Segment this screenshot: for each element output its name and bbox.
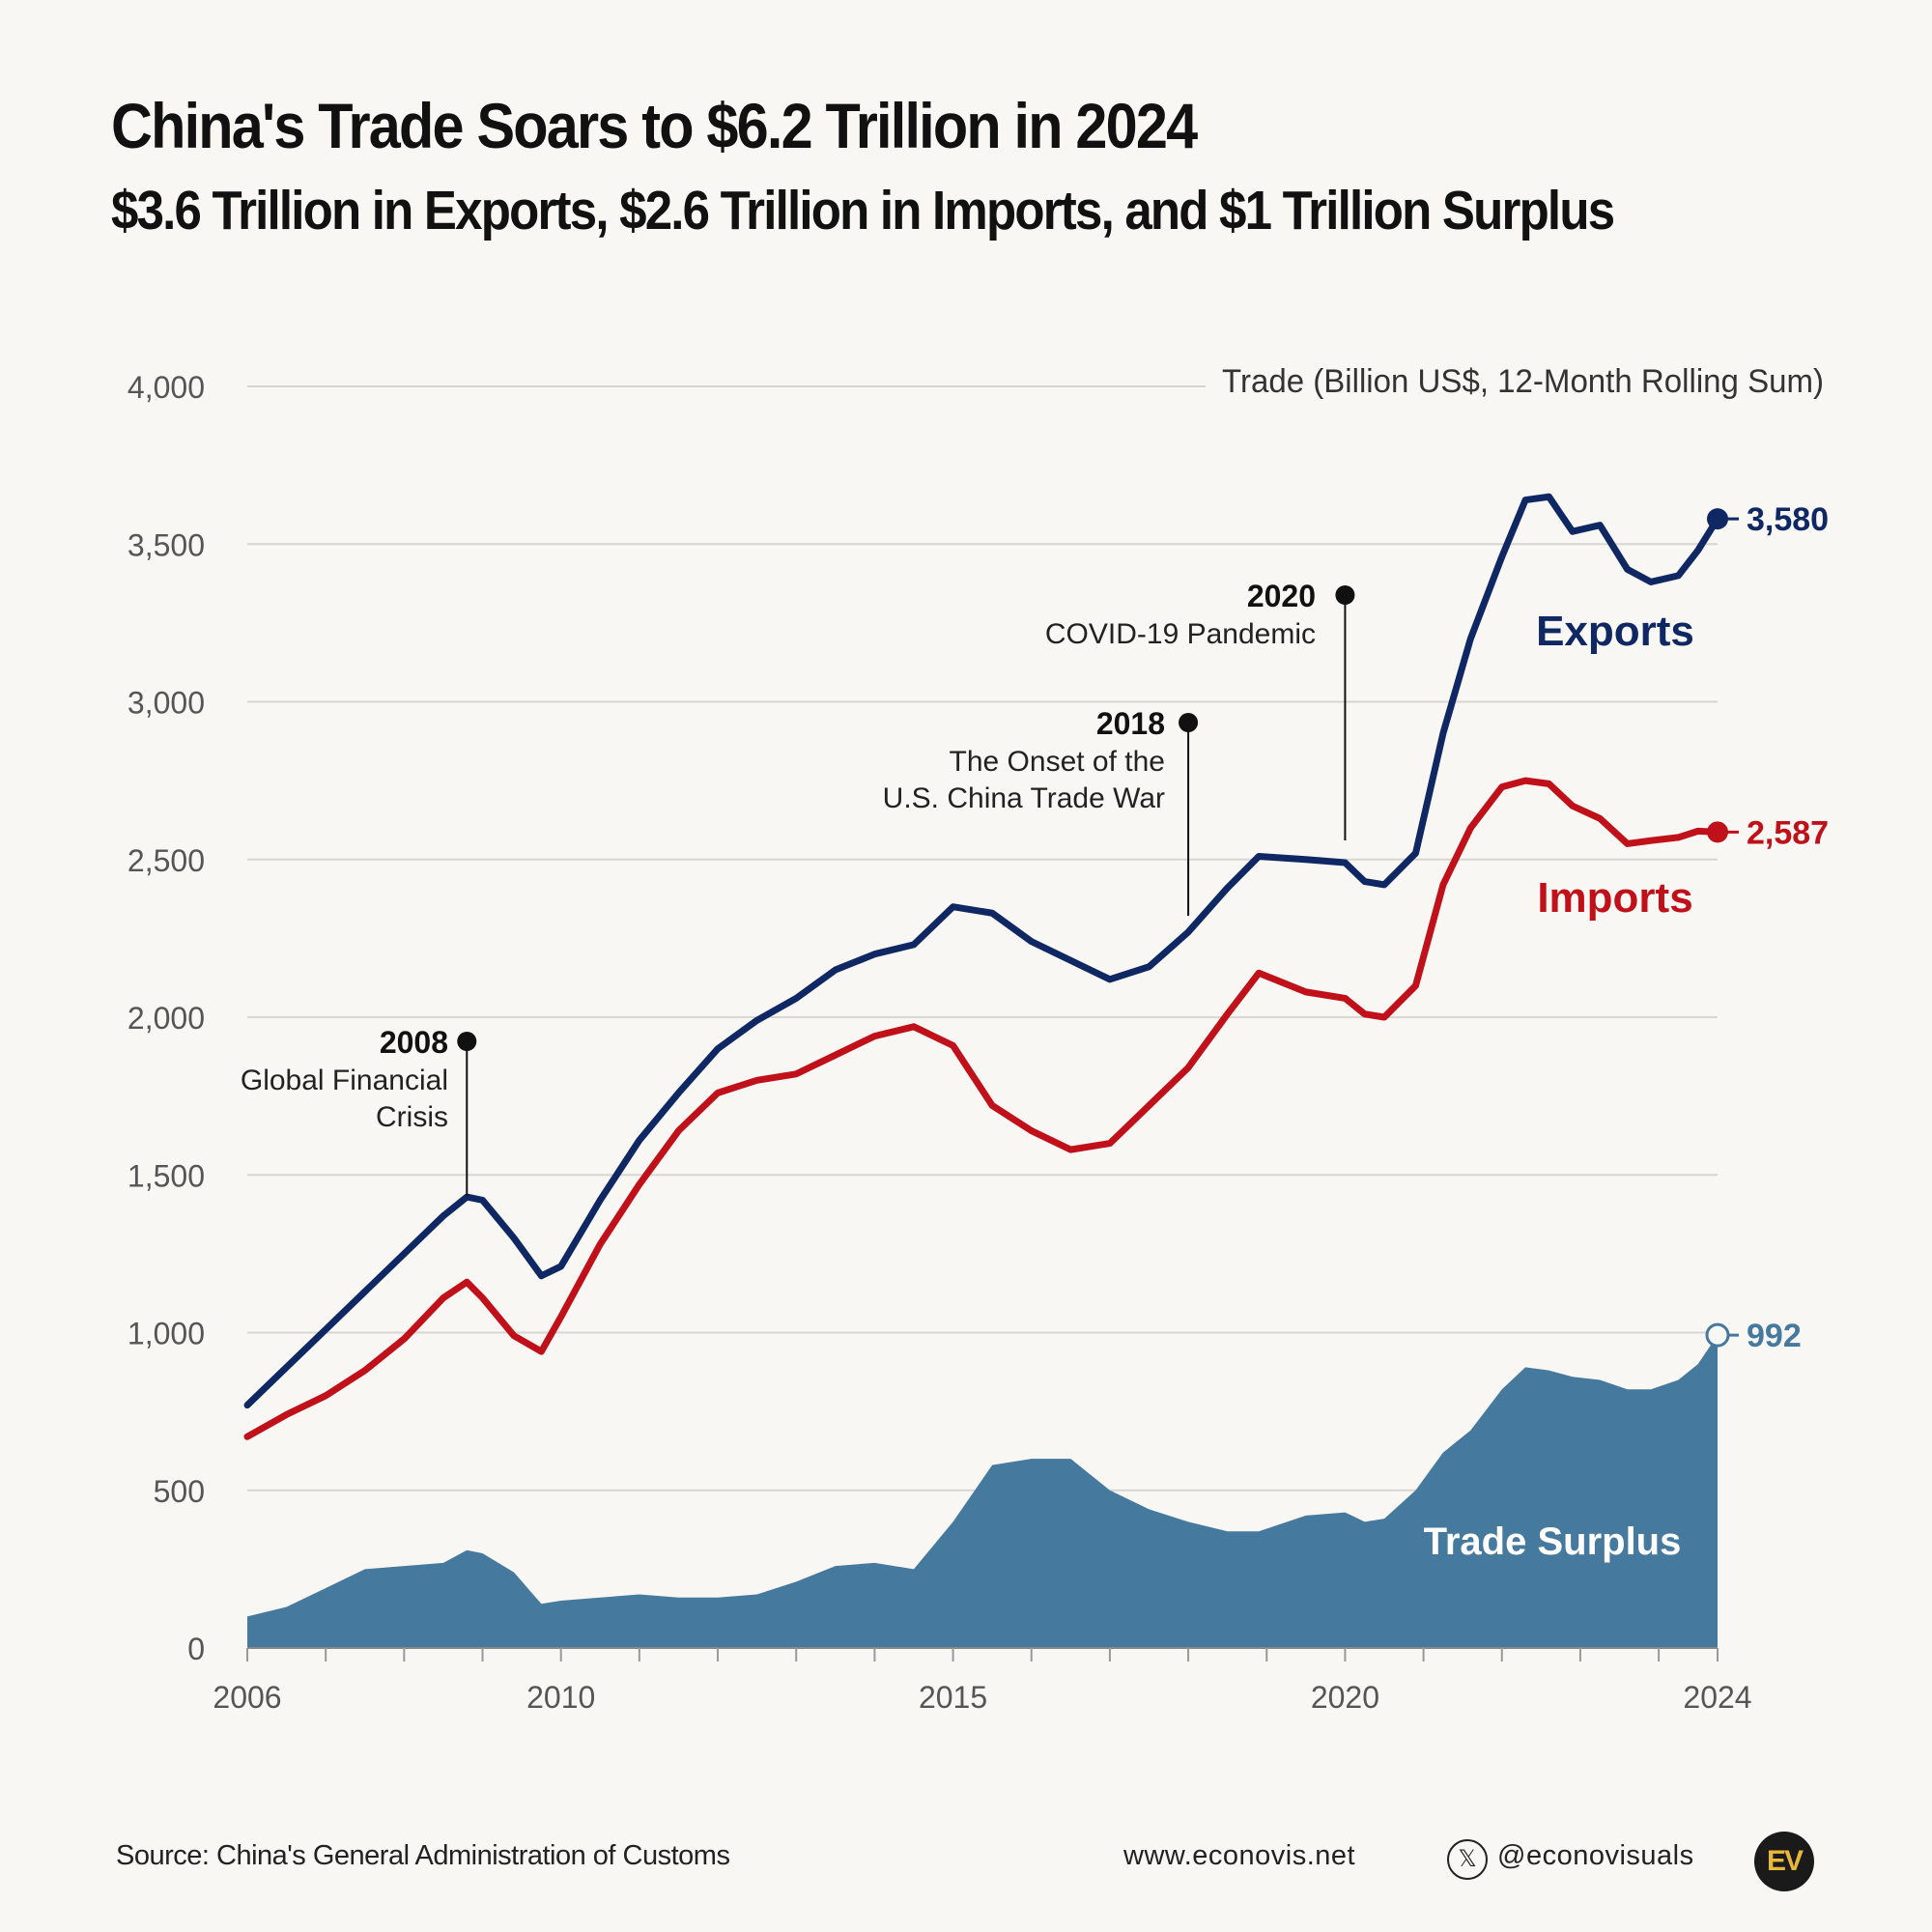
annotation-dot <box>1179 713 1199 732</box>
y-tick-label: 3,500 <box>128 527 205 562</box>
y-tick-label: 2,500 <box>128 843 205 878</box>
y-axis-label: Trade (Billion US$, 12-Month Rolling Sum… <box>1222 363 1824 400</box>
page-title: China's Trade Soars to $6.2 Trillion in … <box>111 90 1198 161</box>
trade-surplus-area <box>247 1335 1718 1648</box>
x-tick-label: 2015 <box>919 1680 987 1715</box>
annotation-text: The Onset of the <box>950 746 1165 778</box>
annotation-text: Global Financial <box>241 1065 448 1096</box>
econovis-logo: EV <box>1754 1832 1814 1891</box>
y-tick-label: 1,500 <box>128 1158 205 1193</box>
social-handle[interactable]: @econovisuals <box>1497 1840 1694 1871</box>
page-subtitle: $3.6 Trillion in Exports, $2.6 Trillion … <box>111 180 1615 242</box>
y-tick-label: 3,000 <box>128 686 205 721</box>
exports-line <box>243 493 1721 1409</box>
y-tick-label: 0 <box>187 1632 205 1666</box>
imports-line <box>243 777 1721 1440</box>
x-logo-icon: 𝕏 <box>1447 1839 1488 1880</box>
annotation-year: 2008 <box>380 1025 448 1060</box>
x-tick-label: 2020 <box>1311 1680 1379 1715</box>
x-tick-label: 2010 <box>526 1680 595 1715</box>
x-tick-label: 2006 <box>213 1680 281 1715</box>
annotation-year: 2018 <box>1096 706 1165 741</box>
annotation-text: Crisis <box>376 1101 448 1133</box>
annotation-text: U.S. China Trade War <box>883 782 1165 814</box>
y-tick-label: 2,000 <box>128 1001 205 1036</box>
imports-series-label: Imports <box>1537 874 1692 922</box>
y-tick-label: 500 <box>154 1474 205 1509</box>
trade-surplus-series-label: Trade Surplus <box>1424 1520 1682 1563</box>
exports-end-label: 3,580 <box>1747 501 1829 538</box>
source-note: Source: China's General Administration o… <box>116 1840 730 1871</box>
x-tick-label: 2024 <box>1683 1680 1751 1715</box>
trade-surplus-end-marker <box>1705 1322 1730 1348</box>
annotation-year: 2020 <box>1247 579 1316 613</box>
y-tick-label: 1,000 <box>128 1317 205 1351</box>
y-tick-label: 4,000 <box>128 370 205 405</box>
annotation-dot <box>457 1032 477 1051</box>
annotation-dot <box>1335 585 1355 605</box>
imports-end-label: 2,587 <box>1747 814 1829 851</box>
website-link[interactable]: www.econovis.net <box>1123 1840 1356 1871</box>
trade-surplus-end-label: 992 <box>1747 1318 1802 1354</box>
exports-series-label: Exports <box>1536 608 1694 655</box>
exports-end-marker <box>1707 508 1728 530</box>
annotation-text: COVID-19 Pandemic <box>1045 618 1316 650</box>
imports-end-marker <box>1707 821 1728 843</box>
